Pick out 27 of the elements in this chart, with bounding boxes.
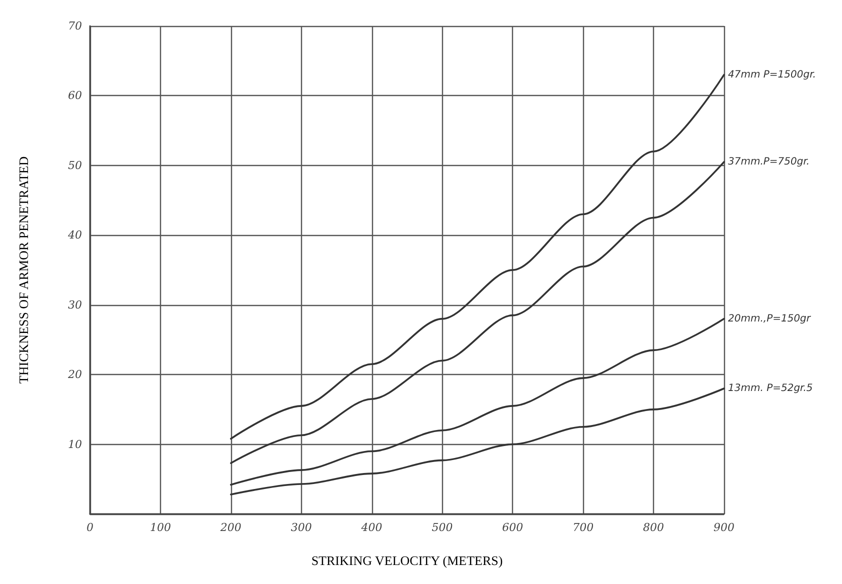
y-tick-label: 10 (68, 438, 82, 451)
y-tick-label: 60 (68, 89, 82, 102)
x-tick-label: 600 (502, 521, 524, 534)
x-tick-label: 300 (290, 521, 312, 534)
line-series (230, 161, 725, 464)
series-label: 47mm P=1500gr. (728, 69, 816, 80)
y-tick-label: 30 (68, 298, 82, 312)
y-axis-title: THICKNESS OF ARMOR PENETRATED (16, 156, 31, 384)
y-tick-label: 40 (67, 228, 82, 242)
x-tick-label: 100 (150, 521, 171, 534)
x-tick-label: 900 (714, 521, 734, 534)
line-series (230, 318, 725, 486)
x-tick-label: 700 (572, 521, 594, 534)
series-label: 37mm.P=750gr. (728, 156, 810, 168)
x-tick-label: 400 (360, 521, 382, 534)
line-series (230, 74, 725, 440)
y-tick-label: 20 (67, 368, 82, 382)
y-tick-label: 70 (68, 20, 82, 32)
x-tick-label: 200 (219, 521, 242, 534)
y-tick-label: 50 (68, 158, 82, 172)
line-series (230, 388, 725, 496)
x-tick-label: 800 (643, 521, 664, 534)
x-tick-label: 0 (86, 521, 94, 534)
x-tick-label: 500 (432, 521, 453, 534)
series-label: 13mm. P=52gr.5 (728, 383, 813, 394)
x-axis-title: STRIKING VELOCITY (METERS) (311, 553, 503, 568)
series-label: 20mm.,P=150gr (728, 313, 812, 324)
